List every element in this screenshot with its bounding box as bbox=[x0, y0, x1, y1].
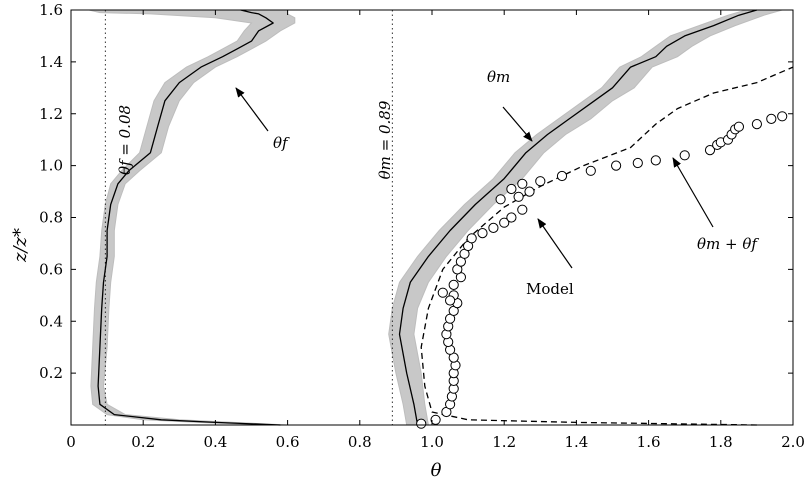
reference-lines bbox=[104, 10, 393, 425]
y-tick-label: 0.8 bbox=[39, 209, 63, 227]
model-point bbox=[679, 150, 690, 161]
arrow-theta-f bbox=[235, 87, 269, 132]
ref-label-theta-m: θm = 0.89 bbox=[376, 100, 394, 179]
data-series bbox=[97, 9, 794, 426]
model-point bbox=[777, 111, 788, 122]
model-point bbox=[704, 145, 716, 156]
x-tick-label: 1.6 bbox=[637, 433, 661, 451]
model-point bbox=[535, 176, 546, 187]
x-axis-label: θ bbox=[431, 460, 442, 481]
tick-labels: 0 0.2 0.4 0.6 0.8 1.0 1.2 1.4 1.6 1.8 2.0 0.2 0.4 0.6… bbox=[39, 1, 805, 451]
arrow-model bbox=[537, 218, 573, 269]
model-point bbox=[585, 165, 596, 176]
x-tick-label: 1.2 bbox=[492, 433, 516, 451]
model-point bbox=[751, 119, 763, 130]
band-thetam bbox=[388, 9, 783, 426]
annotation-model: Model bbox=[526, 280, 574, 298]
x-tick-label: 0 bbox=[66, 433, 76, 451]
model-point bbox=[506, 183, 517, 195]
model-point bbox=[437, 287, 448, 298]
model-point bbox=[416, 418, 427, 429]
y-tick-label: 0.6 bbox=[39, 260, 63, 278]
model-point bbox=[524, 186, 535, 197]
series-line-thetam bbox=[398, 9, 758, 426]
x-tick-label: 0.2 bbox=[131, 433, 155, 451]
model-point bbox=[445, 295, 456, 306]
y-tick-label: 1.0 bbox=[39, 157, 63, 175]
model-point bbox=[632, 157, 643, 169]
x-tick-label: 1.8 bbox=[709, 433, 733, 451]
model-point bbox=[488, 222, 499, 233]
y-axis-label: z/z* bbox=[10, 228, 31, 263]
model-point bbox=[556, 170, 568, 182]
axis-ticks bbox=[70, 9, 794, 425]
x-tick-label: 0.4 bbox=[203, 433, 227, 451]
model-point bbox=[466, 233, 477, 244]
series-line-thetaf bbox=[97, 9, 281, 426]
x-tick-label: 0.8 bbox=[348, 433, 372, 451]
y-tick-label: 0.2 bbox=[39, 364, 63, 382]
annotation-theta-f: θf bbox=[273, 134, 290, 152]
model-point bbox=[495, 194, 506, 205]
model-point bbox=[448, 279, 459, 290]
x-tick-label: 1.0 bbox=[420, 433, 444, 451]
x-tick-label: 2.0 bbox=[781, 433, 805, 451]
arrow-theta-m bbox=[502, 106, 533, 142]
y-tick-label: 1.4 bbox=[39, 53, 63, 71]
model-point bbox=[513, 191, 524, 202]
model-point bbox=[430, 414, 441, 425]
y-tick-label: 1.6 bbox=[39, 1, 63, 19]
model-point bbox=[611, 160, 622, 171]
y-tick-label: 0.4 bbox=[39, 312, 63, 330]
annotation-theta-sum: θm + θf bbox=[697, 235, 759, 253]
model-point bbox=[733, 121, 745, 132]
model-point bbox=[517, 204, 528, 215]
model-point bbox=[766, 113, 777, 125]
model-markers bbox=[416, 111, 788, 429]
annotation-theta-m: θm bbox=[487, 68, 510, 86]
ref-label-theta-f: θf = 0.08 bbox=[116, 105, 134, 175]
model-point bbox=[499, 217, 510, 228]
model-point bbox=[506, 212, 517, 223]
x-tick-label: 1.4 bbox=[564, 433, 588, 451]
model-point bbox=[517, 178, 528, 189]
model-point bbox=[650, 155, 661, 166]
y-tick-label: 1.2 bbox=[39, 105, 63, 123]
band-thetaf bbox=[88, 9, 296, 426]
arrow-theta-sum bbox=[672, 157, 714, 228]
x-tick-label: 0.6 bbox=[276, 433, 300, 451]
model-point bbox=[477, 228, 488, 239]
